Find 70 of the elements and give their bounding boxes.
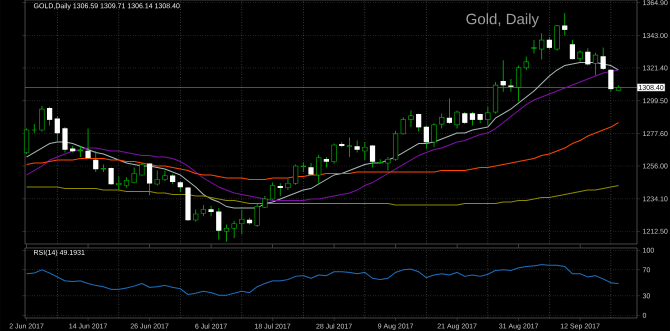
candlestick <box>346 137 352 158</box>
candlestick <box>539 32 544 60</box>
candlestick <box>462 112 468 124</box>
candlestick <box>362 142 368 160</box>
candlestick <box>54 116 60 142</box>
candlestick <box>354 140 360 153</box>
candlestick <box>293 164 298 186</box>
candlestick <box>531 40 537 54</box>
candlestick <box>93 150 98 172</box>
candlestick <box>193 209 198 222</box>
candlestick <box>577 50 583 62</box>
candlestick <box>478 113 483 124</box>
candlestick <box>232 220 237 238</box>
candlestick <box>385 156 390 171</box>
candlestick <box>239 209 244 235</box>
candlestick <box>546 36 552 50</box>
candlestick <box>408 110 414 128</box>
candlestick <box>431 122 437 148</box>
candlestick <box>170 174 176 184</box>
candlestick <box>270 182 276 200</box>
candlestick <box>162 170 168 182</box>
annotation: Gold, Daily <box>466 13 539 28</box>
candlestick <box>485 106 490 126</box>
candlestick <box>324 156 329 168</box>
candlestick <box>508 78 514 92</box>
candlestick <box>132 167 137 184</box>
candlestick <box>47 106 52 126</box>
candlestick <box>316 154 322 184</box>
candlestick <box>516 65 522 102</box>
candlestick <box>146 162 152 196</box>
candlestick <box>262 196 268 208</box>
candlestick <box>562 12 568 36</box>
candlestick <box>416 113 422 132</box>
candlestick <box>154 170 160 186</box>
candlestick <box>200 204 206 217</box>
candlestick <box>224 224 230 242</box>
candlestick <box>554 24 560 51</box>
candlestick <box>39 106 45 132</box>
candlestick <box>124 176 130 188</box>
candlestick <box>300 162 306 172</box>
candlestick <box>470 112 476 126</box>
candlestick <box>500 60 506 92</box>
candlestick <box>85 128 91 160</box>
candlestick <box>254 203 260 228</box>
candlestick <box>62 126 68 153</box>
candlestick <box>216 208 222 240</box>
candlestick <box>608 68 614 92</box>
candlestick <box>285 178 291 190</box>
candlestick <box>570 40 576 60</box>
candlestick <box>24 128 30 154</box>
candlestick <box>592 52 598 76</box>
candlestick <box>524 56 529 70</box>
candlestick <box>139 162 144 176</box>
candlestick <box>424 125 429 150</box>
candlestick <box>208 205 214 217</box>
candlestick <box>585 48 590 66</box>
candlestick <box>331 143 337 164</box>
candlestick <box>454 110 460 129</box>
candlestick <box>400 116 406 135</box>
candlestick <box>308 162 314 176</box>
candlestick <box>116 176 122 190</box>
candlestick <box>108 167 114 186</box>
candlestick <box>600 47 606 70</box>
candlestick <box>439 113 444 129</box>
candlestick <box>178 180 183 193</box>
candlestick <box>370 144 376 168</box>
candlestick <box>100 164 106 172</box>
candlestick <box>78 145 83 158</box>
candlestick <box>278 182 283 196</box>
candlestick <box>446 98 452 124</box>
